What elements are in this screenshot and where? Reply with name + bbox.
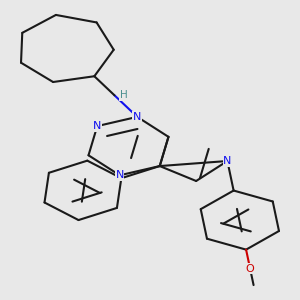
Text: H: H bbox=[120, 90, 128, 100]
Text: N: N bbox=[93, 121, 101, 131]
Text: N: N bbox=[133, 112, 141, 122]
Text: N: N bbox=[116, 170, 124, 180]
Text: O: O bbox=[246, 264, 254, 274]
Text: N: N bbox=[223, 156, 232, 166]
